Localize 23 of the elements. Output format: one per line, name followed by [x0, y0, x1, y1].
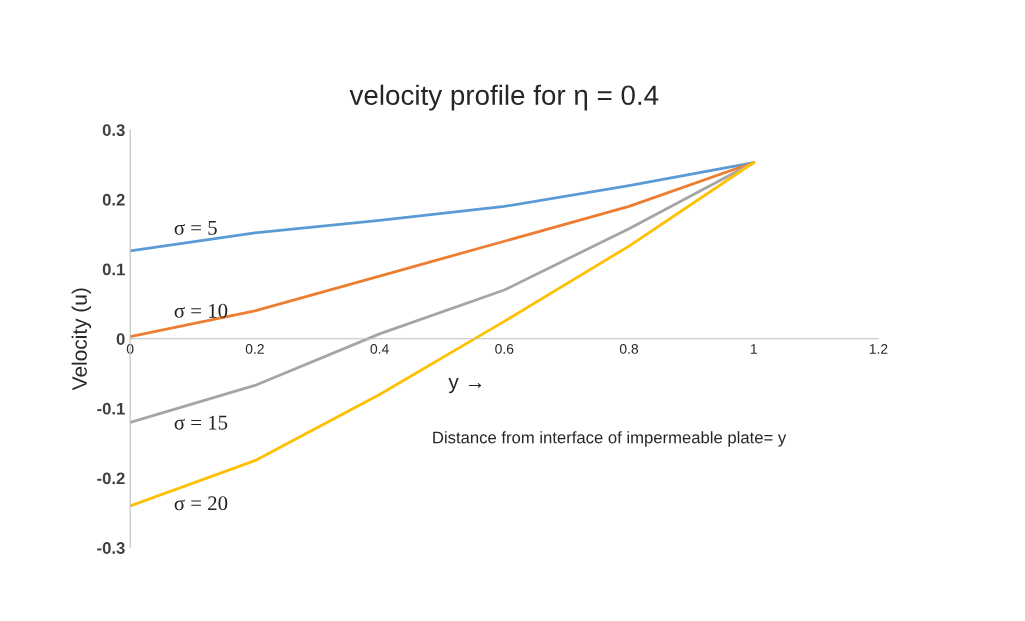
y-tick-label: 0.2 [102, 193, 125, 206]
y-axis-title: Velocity (u) [71, 288, 92, 391]
y-tick-label: 0 [116, 333, 125, 345]
x-tick-label: 1 [750, 344, 757, 354]
x-tick-label: 0 [126, 343, 134, 354]
x-tick-label: 0.4 [370, 343, 389, 354]
y-tick-label: 0.3 [102, 124, 125, 137]
y-tick-label: -0.1 [97, 402, 125, 415]
y-tick-label: 0.1 [102, 263, 125, 276]
series-label: σ = 10 [174, 303, 228, 318]
series-label: σ = 5 [174, 221, 217, 235]
x-axis-title: y → [448, 377, 482, 394]
annotation: Distance from interface of impermeable plate= y [433, 431, 787, 447]
x-tick-label: 0.6 [495, 343, 514, 354]
chart-title: velocity profile for η = 0.4 [349, 84, 659, 111]
x-tick-label: 0.8 [619, 343, 639, 354]
x-tick-label: 1.2 [869, 343, 888, 354]
x-tick-label: 0.2 [245, 343, 264, 354]
line-series [130, 161, 756, 339]
y-tick-label: -0.2 [97, 472, 125, 485]
y-tick-label: -0.3 [97, 542, 125, 554]
series-label: σ = 15 [174, 415, 228, 430]
series-label: σ = 20 [174, 496, 228, 511]
